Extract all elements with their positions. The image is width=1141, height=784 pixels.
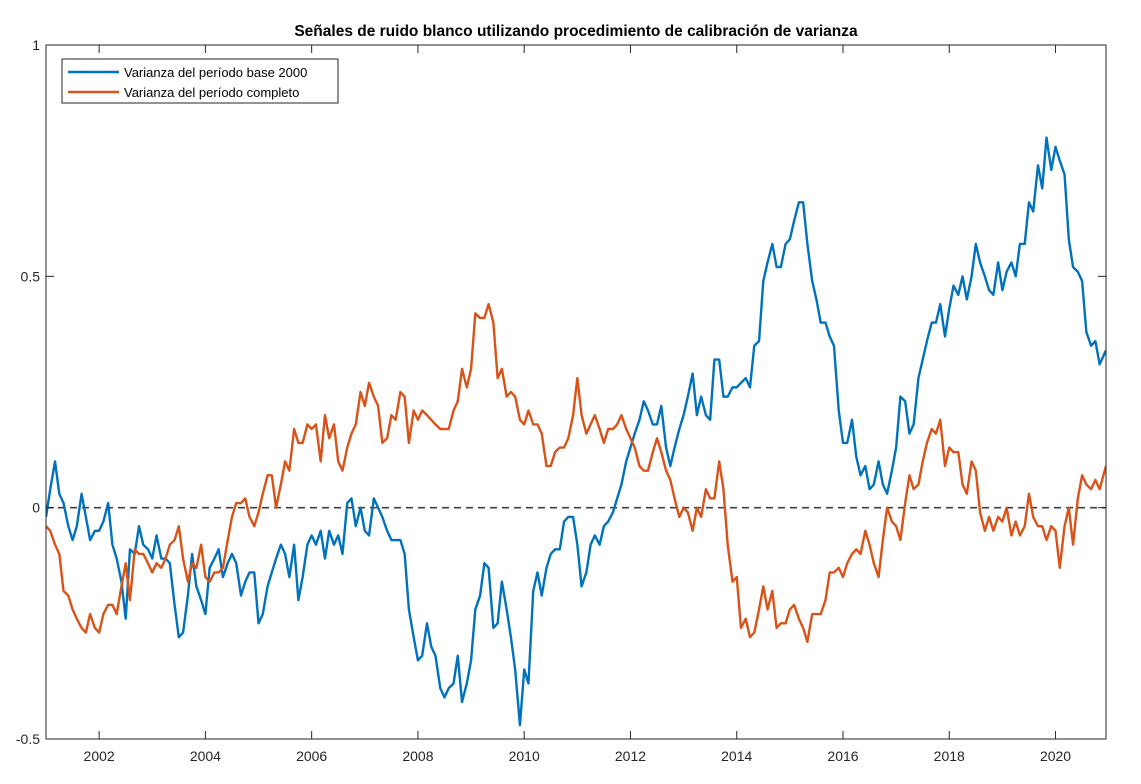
legend: Varianza del período base 2000 Varianza d… (61, 58, 339, 104)
chart-title: Señales de ruido blanco utilizando proce… (294, 23, 858, 40)
x-tick-label: 2016 (827, 748, 858, 764)
series-group (46, 136, 1106, 727)
axes-box (45, 44, 1107, 740)
x-tick-label: 2004 (190, 748, 221, 764)
series-line-2 (46, 302, 1106, 644)
x-tick-label: 2008 (402, 748, 433, 764)
y-tick-label: 1 (32, 37, 40, 53)
y-tick-label: 0 (32, 500, 40, 516)
x-tick-label: 2018 (934, 748, 965, 764)
legend-label-1: Varianza del período base 2000 (124, 65, 307, 80)
y-tick-label: 0.5 (21, 268, 41, 284)
y-axis: -0.5 0 0.5 1 (16, 37, 1106, 747)
legend-box (61, 58, 339, 104)
x-tick-label: 2006 (296, 748, 327, 764)
x-tick-label: 2010 (509, 748, 540, 764)
x-axis: 2002 2004 2006 2008 2010 2012 2014 2016 2018 2020 (84, 45, 1071, 764)
y-tick-label: -0.5 (16, 731, 40, 747)
series-line-1 (46, 136, 1106, 727)
x-tick-label: 2014 (721, 748, 752, 764)
x-tick-label: 2002 (84, 748, 115, 764)
x-tick-label: 2012 (615, 748, 646, 764)
x-tick-label: 2020 (1040, 748, 1071, 764)
legend-label-2: Varianza del período completo (124, 85, 299, 100)
